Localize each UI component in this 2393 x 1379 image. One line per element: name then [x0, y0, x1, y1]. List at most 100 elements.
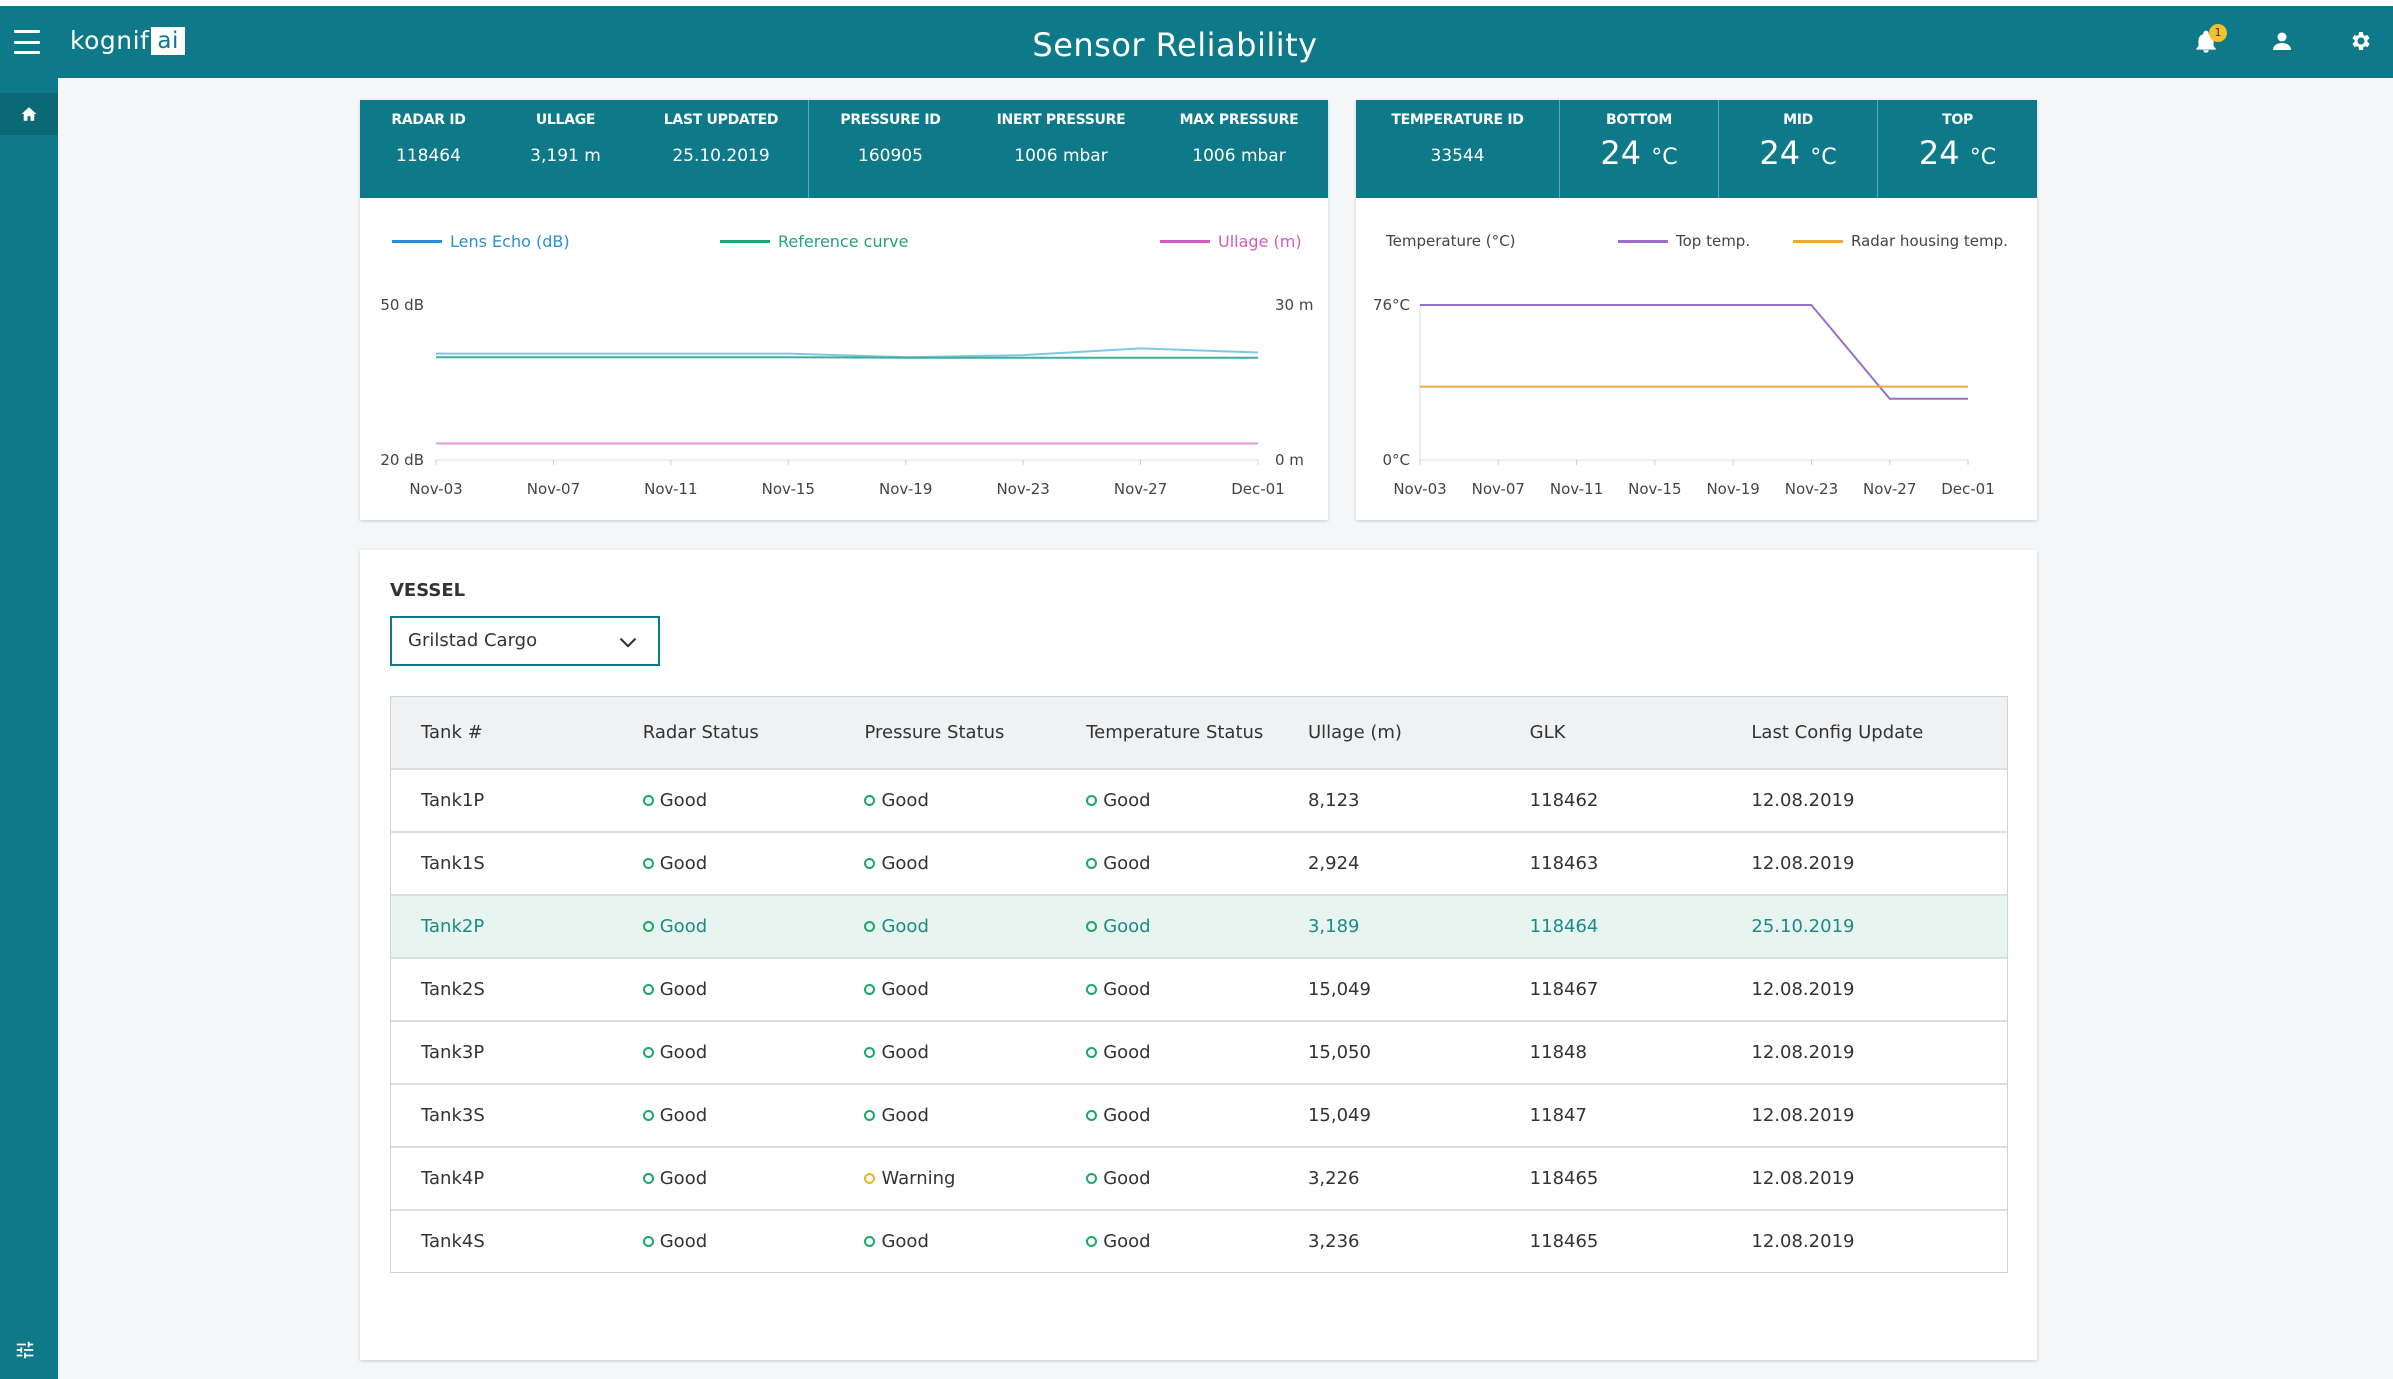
legend-ullage[interactable]: Ullage (m) [1160, 232, 1302, 251]
table-row[interactable]: Tank1S Good Good Good 2,924 118463 12.08.2019 [391, 831, 2007, 894]
cell-updated: 12.08.2019 [1721, 853, 2007, 874]
vessel-select[interactable]: Grilstad Cargo [390, 616, 660, 666]
column-header[interactable]: Temperature Status [1086, 722, 1264, 743]
warning-status-icon [864, 1173, 876, 1184]
filter-settings-button[interactable] [14, 1339, 42, 1365]
temp-value: 24 [1759, 134, 1801, 172]
cell-temperature: Good [1056, 1231, 1278, 1252]
legend-swatch [1160, 240, 1210, 243]
brand-suffix: ai [151, 26, 185, 55]
inert-pressure-cell: INERT PRESSURE 1006 mbar [972, 100, 1150, 198]
cell-text: Good [1103, 979, 1151, 1000]
good-status-icon [1086, 984, 1098, 995]
table-row[interactable]: Tank3P Good Good Good 15,050 11848 12.08.2019 [391, 1020, 2007, 1083]
cell-text: Good [881, 979, 929, 1000]
header-label: BOTTOM [1605, 112, 1673, 128]
cell-text: Warning [881, 1168, 956, 1189]
table-row[interactable]: Tank2S Good Good Good 15,049 118467 12.08.2019 [391, 957, 2007, 1020]
cell-text: Tank2P [421, 916, 485, 937]
header-label: PRESSURE ID [840, 112, 941, 128]
cell-updated: 12.08.2019 [1721, 979, 2007, 1000]
last-updated-cell: LAST UPDATED 25.10.2019 [634, 100, 808, 198]
good-status-icon [1086, 1173, 1098, 1184]
good-status-icon [864, 984, 876, 995]
x-tick-label: Nov-11 [644, 480, 697, 498]
column-header[interactable]: GLK [1529, 722, 1566, 743]
sidebar-item-home[interactable] [0, 93, 58, 135]
header-label: MAX PRESSURE [1179, 112, 1299, 128]
cell-text: Good [881, 853, 929, 874]
cell-ullage: 2,924 [1278, 853, 1500, 874]
column-header[interactable]: Last Config Update [1751, 722, 1924, 743]
legend-lens-echo[interactable]: Lens Echo (dB) [392, 232, 570, 251]
table-row[interactable]: Tank4S Good Good Good 3,236 118465 12.08.2019 [391, 1209, 2007, 1272]
notifications-button[interactable]: 1 [2193, 24, 2227, 58]
cell-radar: Good [613, 1105, 835, 1126]
header-value: 1006 mbar [1014, 146, 1108, 166]
cell-glk: 118465 [1500, 1168, 1722, 1189]
user-icon [2273, 32, 2291, 50]
table-row[interactable]: Tank2P Good Good Good 3,189 118464 25.10.2019 [391, 894, 2007, 957]
temp-unit: °C [1651, 145, 1678, 170]
table-row[interactable]: Tank4P Good Warning Good 3,226 118465 12.08.20… [391, 1146, 2007, 1209]
cell-text: 15,050 [1307, 1042, 1371, 1063]
sensor-header: RADAR ID 118464 ULLAGE 3,191 m LAST UPDA… [360, 100, 1328, 198]
cell-text: Good [1103, 853, 1151, 874]
cell-text: Good [881, 1231, 929, 1252]
cell-text: Good [659, 1231, 708, 1252]
cell-ullage: 8,123 [1278, 790, 1500, 811]
good-status-icon [1086, 1110, 1098, 1121]
hamburger-icon[interactable] [14, 30, 40, 54]
cell-text: Tank3P [421, 1042, 485, 1063]
header-divider [1877, 100, 1878, 198]
column-header[interactable]: Radar Status [642, 722, 759, 743]
y-tick-label: 76°C [1373, 296, 1410, 314]
cell-text: 15,049 [1307, 979, 1371, 1000]
settings-button[interactable] [2348, 28, 2378, 58]
header-label: ULLAGE [535, 112, 596, 128]
chevron-down-icon [619, 637, 637, 648]
legend-top-temp[interactable]: Top temp. [1618, 232, 1750, 250]
header-divider [1559, 100, 1560, 198]
legend-label: Reference curve [778, 232, 909, 251]
legend-swatch [720, 240, 770, 243]
header-value: 24 °C [1560, 134, 1718, 172]
table-row[interactable]: Tank3S Good Good Good 15,049 11847 12.08.2019 [391, 1083, 2007, 1146]
cell-glk: 118462 [1500, 790, 1722, 811]
cell-pressure: Good [834, 916, 1056, 937]
good-status-icon [864, 795, 876, 806]
cell-text: 12.08.2019 [1751, 1042, 1855, 1063]
cell-pressure: Warning [834, 1168, 1056, 1189]
max-pressure-cell: MAX PRESSURE 1006 mbar [1150, 100, 1328, 198]
y-left-tick-label: 20 dB [380, 451, 424, 469]
cell-text: Good [1103, 1168, 1151, 1189]
column-header[interactable]: Pressure Status [864, 722, 1005, 743]
table-row[interactable]: Tank1P Good Good Good 8,123 118462 12.08.2019 [391, 768, 2007, 831]
bottom-temp-cell: BOTTOM 24 °C [1560, 100, 1718, 198]
legend-reference-curve[interactable]: Reference curve [720, 232, 908, 251]
cell-text: Good [1103, 1042, 1151, 1063]
cell-radar: Good [613, 790, 835, 811]
column-header[interactable]: Ullage (m) [1307, 722, 1402, 743]
legend-radar-housing-temp[interactable]: Radar housing temp. [1793, 232, 2008, 250]
good-status-icon [642, 1110, 654, 1121]
column-header[interactable]: Tank # [421, 722, 483, 743]
y-right-tick-label: 30 m [1275, 296, 1313, 314]
cell-tank: Tank3P [391, 1042, 613, 1063]
cell-tank: Tank2P [391, 916, 613, 937]
header-label: TOP [1942, 112, 1973, 128]
brand-logo[interactable]: kognif ai [70, 26, 185, 55]
header-value: 24 °C [1719, 134, 1877, 172]
x-tick-label: Nov-11 [1550, 480, 1603, 498]
cell-text: 12.08.2019 [1751, 853, 1855, 874]
good-status-icon [864, 1047, 876, 1058]
user-button[interactable] [2270, 28, 2300, 58]
cell-text: Tank3S [421, 1105, 485, 1126]
header-label: TEMPERATURE ID [1391, 112, 1524, 128]
cell-tank: Tank3S [391, 1105, 613, 1126]
cell-text: Tank4S [421, 1231, 485, 1252]
temp-unit: °C [1969, 145, 1997, 170]
legend-swatch [392, 240, 442, 243]
cell-tank: Tank1S [391, 853, 613, 874]
cell-pressure: Good [834, 1105, 1056, 1126]
